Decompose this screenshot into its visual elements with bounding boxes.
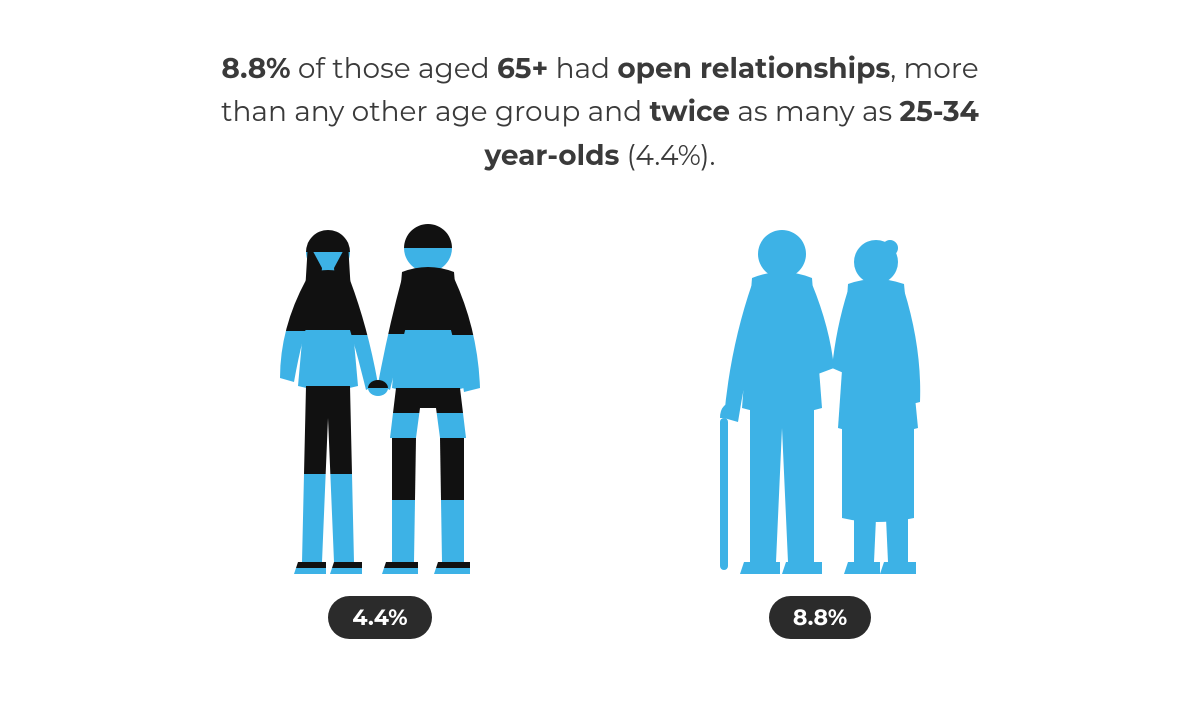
young-couple-icon — [250, 218, 510, 578]
infographic-root: 8.8% of those aged 65+ had open relation… — [0, 0, 1200, 715]
headline-text: 8.8% of those aged 65+ had open relation… — [190, 48, 1010, 178]
older-couple-icon — [690, 218, 950, 578]
figures-row: 4.4% — [0, 218, 1200, 639]
figure-older-couple: 8.8% — [690, 218, 950, 639]
older-couple-badge: 8.8% — [769, 596, 871, 639]
young-couple-badge: 4.4% — [328, 596, 431, 639]
figure-young-couple: 4.4% — [250, 218, 510, 639]
